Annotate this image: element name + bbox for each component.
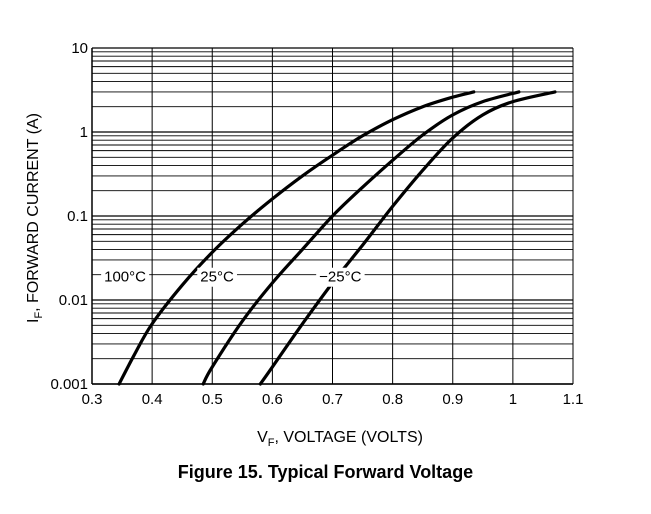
- x-tick-label: 0.7: [322, 391, 343, 408]
- x-tick-label: 0.3: [82, 391, 103, 408]
- curve-label: −25°C: [319, 269, 361, 286]
- x-tick-label: 0.6: [262, 391, 283, 408]
- curves: [117, 90, 557, 386]
- x-tick-label: 0.9: [442, 391, 463, 408]
- x-tick-label: 0.4: [142, 391, 163, 408]
- curve-label: 25°C: [200, 269, 234, 286]
- curve-label-background: [197, 267, 237, 287]
- x-axis-title: VF, VOLTAGE (VOLTS): [257, 429, 423, 449]
- curve-label-background: [316, 267, 365, 287]
- y-tick-label: 0.1: [67, 208, 88, 225]
- curve-line: [258, 90, 557, 386]
- curve-line: [117, 90, 476, 386]
- axes: [91, 48, 573, 385]
- curve-label: 100°C: [104, 269, 146, 286]
- curve-labels: 100°C 25°C −25°C: [101, 267, 365, 287]
- y-tick-label: 0.01: [59, 292, 88, 309]
- y-axis-title: IF, FORWARD CURRENT (A): [25, 113, 45, 323]
- x-tick-label: 1.1: [563, 391, 584, 408]
- y-tick-labels: 0.001 0.01 0.1 1 10: [50, 40, 88, 393]
- x-tick-label: 0.5: [202, 391, 223, 408]
- y-tick-label: 0.001: [50, 376, 88, 393]
- grid-lines: [91, 47, 574, 385]
- x-tick-label: 1: [509, 391, 517, 408]
- x-tick-labels: 0.3 0.4 0.5 0.6 0.7 0.8 0.9 1 1.1: [82, 391, 584, 408]
- curve-line: [201, 90, 521, 386]
- curve-label-background: [101, 267, 150, 287]
- y-tick-label: 10: [71, 40, 88, 57]
- figure-caption: Figure 15. Typical Forward Voltage: [177, 462, 474, 482]
- x-tick-label: 0.8: [382, 391, 403, 408]
- y-tick-label: 1: [80, 124, 88, 141]
